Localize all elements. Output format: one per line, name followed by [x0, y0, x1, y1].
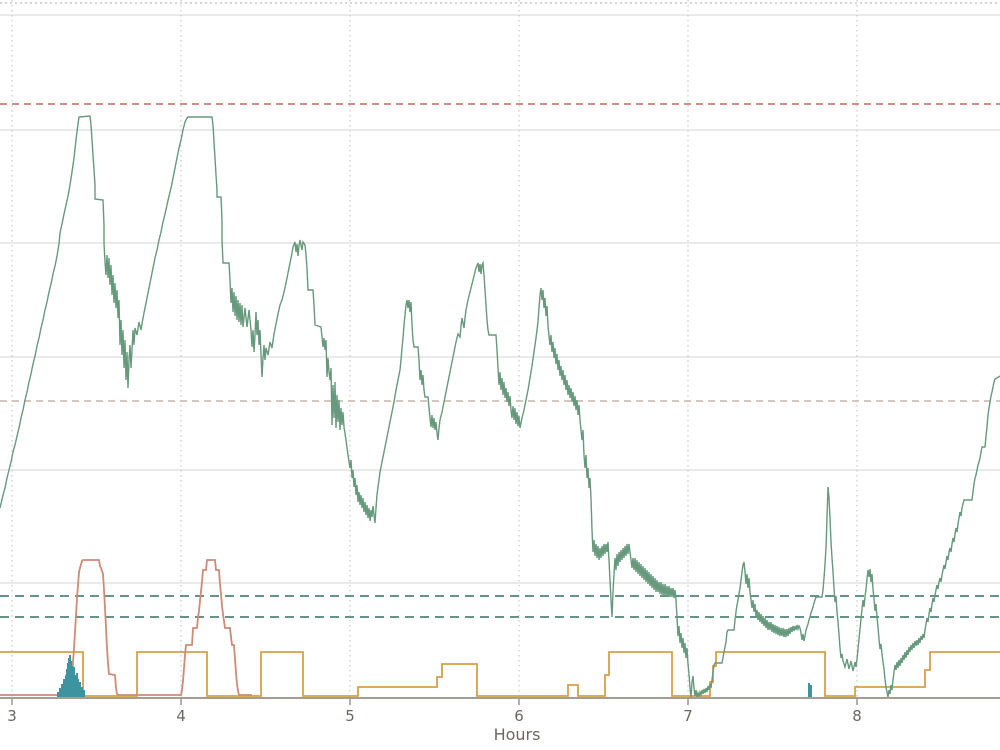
teal-bars-bar [810, 685, 812, 697]
x-axis-title: Hours [494, 725, 541, 744]
x-tick-label: 7 [683, 707, 693, 725]
x-tick-label: 5 [345, 707, 355, 725]
teal-bars-bar [63, 679, 65, 697]
teal-bars-bar [57, 692, 59, 697]
x-tick-label: 6 [514, 707, 524, 725]
teal-bars-bar [79, 682, 81, 697]
salmon-spikes-series-line [0, 559, 252, 696]
x-tick-label: 8 [852, 707, 862, 725]
x-tick-label: 3 [7, 707, 17, 725]
teal-bars-bar [808, 683, 810, 697]
teal-bars-bar [81, 687, 83, 697]
orange-step-series-line [0, 651, 1000, 697]
teal-bars-bar [59, 688, 61, 697]
main-green-series-line [0, 115, 1000, 699]
teal-bars-bar [61, 684, 63, 697]
x-tick-label: 4 [176, 707, 186, 725]
teal-bars-bar [83, 690, 85, 697]
